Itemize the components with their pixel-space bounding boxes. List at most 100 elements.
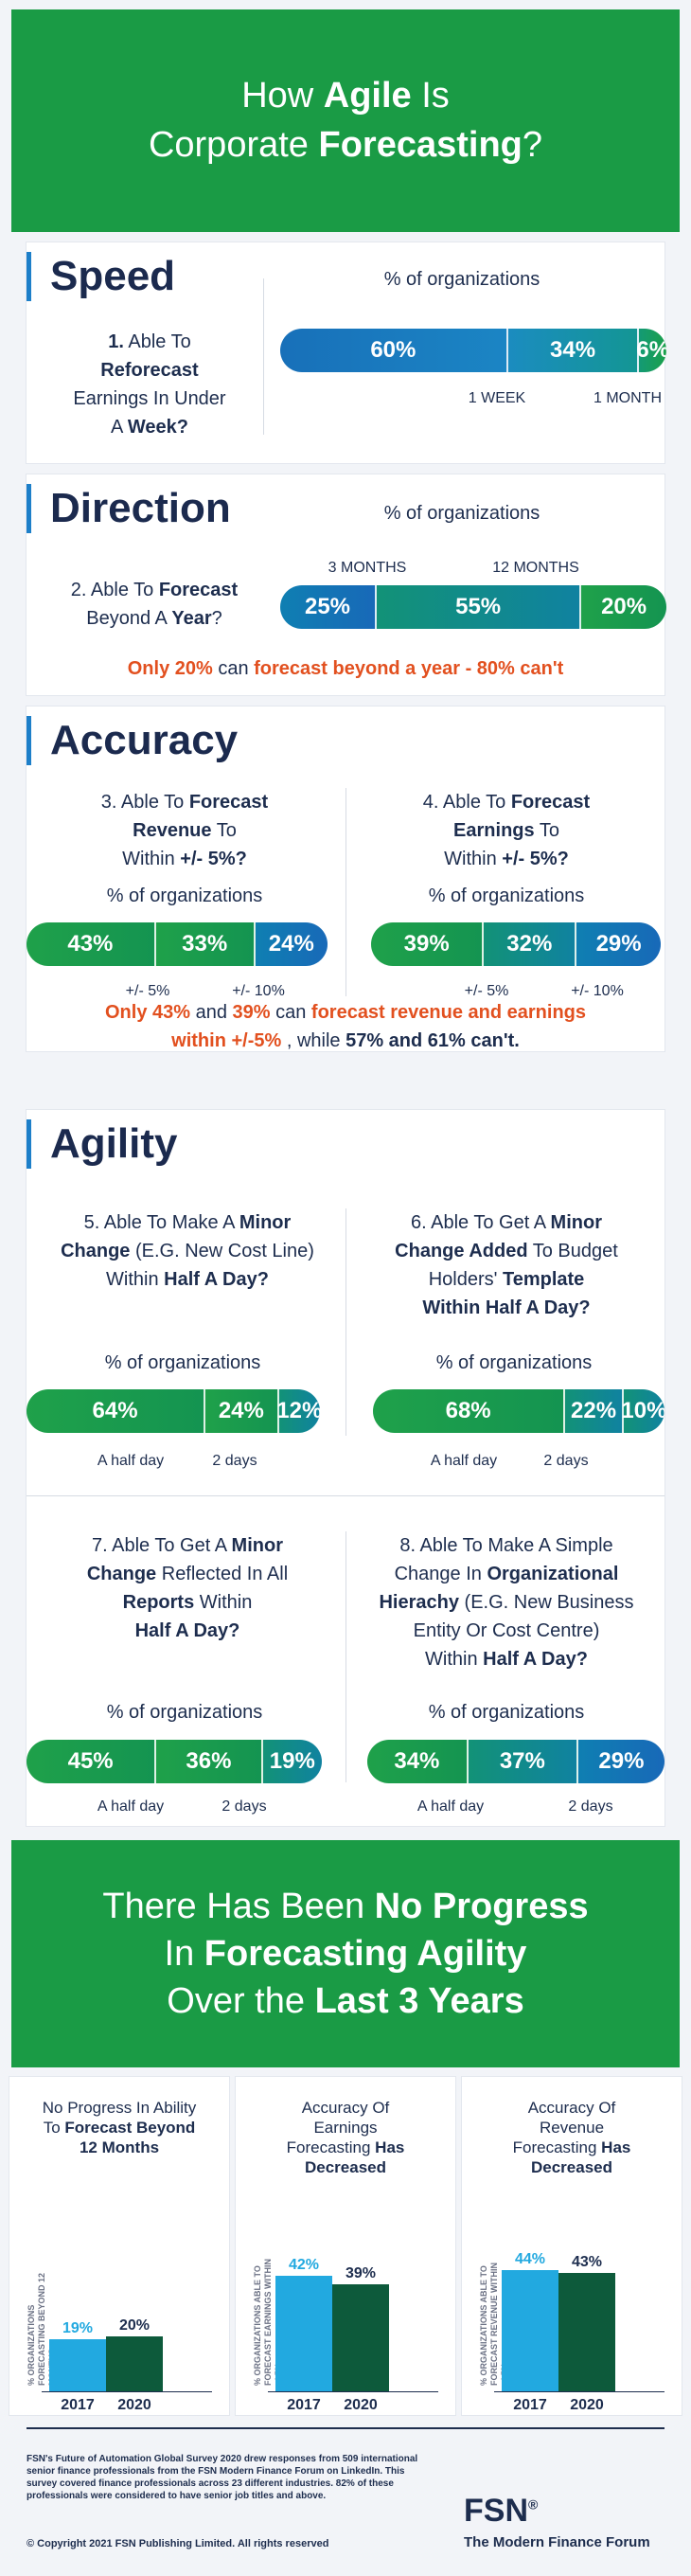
tick-10pct-4: +/- 10% [571,983,624,999]
chart-baseline [268,2391,438,2392]
bar-segment-3: 10% [621,1389,664,1433]
bar-segment-2: 24% [205,1389,279,1433]
chart-baseline [494,2391,664,2392]
chart-category-label: 2017 [513,2397,547,2413]
accuracy-question-3: 3. Able To Forecast Revenue To Within +/… [100,792,269,869]
bar-segment-2: 22% [565,1389,624,1433]
no-progress-banner: There Has Been No Progress In Forecastin… [11,1840,680,2067]
speed-title: Speed [27,252,175,301]
bar-segment-3: 12% [276,1389,320,1433]
direction-pct-label: % of organizations [383,503,540,524]
chart-value-label: 44% [514,2251,546,2268]
tick-3-months: 3 MONTHS [328,560,407,576]
tick-10pct-3: +/- 10% [232,983,285,999]
bar-segment-2: 37% [468,1740,578,1783]
tick-5pct-3: +/- 5% [125,983,170,999]
direction-title: Direction [27,484,231,533]
direction-question: 2. Able To Forecast Beyond A Year? [70,580,239,629]
bar-segment-1: 45% [27,1740,157,1783]
tick-2-days-7: 2 days [221,1798,267,1815]
chart-card-2: Accuracy Of Earnings Forecasting Has Dec… [236,2077,455,2415]
agility-pct-label-7: % of organizations [106,1702,263,1723]
chart-bar-2020 [332,2283,389,2391]
chart-value-label: 42% [288,2257,320,2274]
speed-divider [263,278,264,435]
agility-pct-label-5: % of organizations [104,1352,261,1373]
tick-half-day-5: A half day [97,1453,165,1469]
chart-category-label: 2020 [117,2397,151,2413]
chart-category-label: 2017 [287,2397,321,2413]
tick-2-days-5: 2 days [212,1453,257,1469]
bar-segment-2: 32% [484,922,577,966]
agility-question-6: 6. Able To Get A Minor Change Added To B… [395,1212,618,1318]
speed-panel: Speed 1. Able To Reforecast Earnings In … [27,242,666,463]
chart-title-3: Accuracy Of Revenue Forecasting Has Decr… [512,2099,631,2176]
bar-segment-3: 20% [581,585,666,629]
chart-value-label: 20% [118,2317,151,2334]
footer-divider [27,2427,664,2429]
bar-segment-1: 68% [373,1389,566,1433]
agility-question-8: 8. Able To Make A Simple Change In Organ… [379,1535,634,1670]
bar-segment-3: 29% [577,1740,664,1783]
chart-value-label: 19% [62,2319,94,2336]
direction-panel: Direction % of organizations 2. Able To … [27,474,666,695]
chart-value-label: 43% [571,2254,603,2271]
survey-footnote: FSN's Future of Automation Global Survey… [27,2454,418,2501]
accuracy-bar-4: 39% 32% 29% [371,922,661,966]
direction-note: Only 20% can forecast beyond a year - 80… [127,658,564,679]
chart-title-2: Accuracy Of Earnings Forecasting Has Dec… [286,2099,405,2176]
chart-bar-2017 [275,2276,332,2391]
chart-bar-2020 [106,2336,163,2391]
tick-half-day-6: A half day [430,1453,498,1469]
direction-bar: 25% 55% 20% [280,585,666,629]
chart-card-3: Accuracy Of Revenue Forecasting Has Decr… [462,2077,682,2415]
chart-bar-2017 [502,2270,558,2391]
bar-segment-1: 25% [280,585,377,629]
agility-question-7: 7. Able To Get A Minor Change Reflected … [86,1535,289,1641]
page-header: How Agile Is Corporate Forecasting? [11,9,680,232]
agility-question-5: 5. Able To Make A Minor Change (E.G. New… [61,1212,314,1290]
bar-segment-3: 19% [262,1740,322,1783]
accuracy-panel: Accuracy 3. Able To Forecast Revenue To … [27,707,664,1051]
chart-category-label: 2020 [344,2397,378,2413]
bar-segment-3: 6% [636,329,666,372]
bar-segment-1: 64% [27,1389,206,1433]
banner-line-1: There Has Been No Progress [102,1887,589,1926]
fsn-logo: FSN® [464,2493,539,2529]
bar-segment-2: 34% [507,329,640,372]
chart-baseline [42,2391,212,2392]
bar-segment-1: 60% [280,329,508,372]
agility-pct-label-8: % of organizations [428,1702,585,1723]
accuracy-pct-label-3: % of organizations [106,886,263,906]
chart-bar-2020 [558,2273,615,2391]
bar-segment-3: 24% [255,922,328,966]
bar-segment-1: 43% [27,922,156,966]
agility-panel: Agility 5. Able To Make A Minor Change (… [27,1110,664,1826]
fsn-logo-subtitle: The Modern Finance Forum [464,2534,650,2550]
tick-2-days-6: 2 days [543,1453,589,1469]
tick-1-week: 1 WEEK [468,390,526,406]
chart-bar-2017 [49,2338,106,2391]
speed-bar: 60% 34% 6% [280,329,666,372]
copyright: © Copyright 2021 FSN Publishing Limited.… [27,2538,329,2549]
tick-half-day-7: A half day [97,1798,165,1815]
speed-question: 1. Able To Reforecast Earnings In Under … [73,331,226,438]
tick-1-month: 1 MONTH [594,390,662,406]
bar-segment-2: 55% [377,585,582,629]
agility-bar-5: 64% 24% 12% [27,1389,320,1433]
speed-pct-label: % of organizations [383,269,540,290]
accuracy-note: Only 43% and 39% can forecast revenue an… [104,1002,587,1051]
chart-card-1: No Progress In Ability To Forecast Beyon… [9,2077,229,2415]
tick-5pct-4: +/- 5% [464,983,509,999]
agility-bar-8: 34% 37% 29% [367,1740,664,1783]
bar-segment-2: 36% [156,1740,263,1783]
accuracy-title: Accuracy [27,716,238,765]
tick-2-days-8: 2 days [568,1798,613,1815]
chart-category-label: 2020 [570,2397,604,2413]
chart-title-1: No Progress In Ability To Forecast Beyon… [42,2099,197,2156]
chart-category-label: 2017 [61,2397,95,2413]
agility-bar-6: 68% 22% 10% [373,1389,664,1433]
banner-line-3: Over the Last 3 Years [167,1981,524,2021]
tick-12-months: 12 MONTHS [492,560,579,576]
bar-segment-2: 33% [155,922,256,966]
